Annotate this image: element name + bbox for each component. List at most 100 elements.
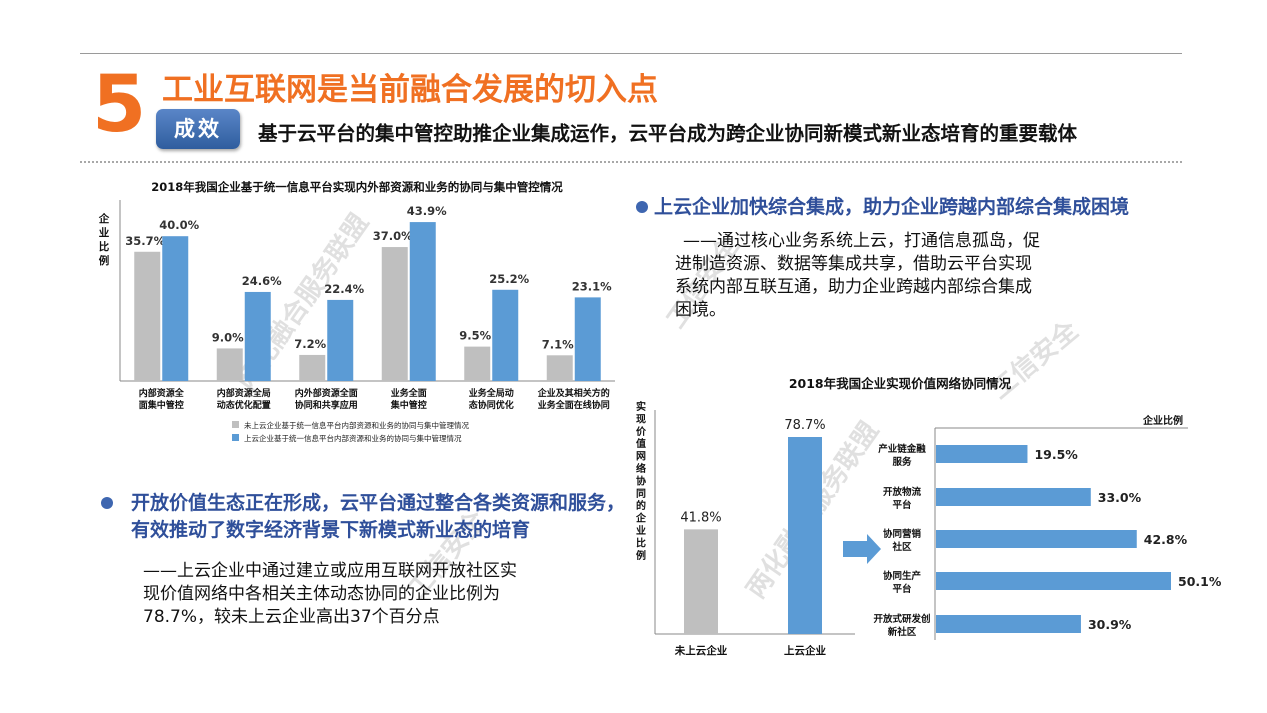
chart-1-data-label: 7.2% — [294, 337, 326, 351]
chart-1-data-label: 23.1% — [572, 279, 612, 293]
chart-2-bar — [788, 437, 822, 634]
point-1-line: 进制造资源、数据等集成共享，借助云平台实现 — [675, 254, 1032, 274]
chart-1-ylabel-char: 业 — [99, 226, 110, 239]
chart-1-tick-label: 业务全面 — [391, 387, 427, 399]
chart-2-ylabel-char: 值 — [636, 437, 646, 450]
chart-1-legend-swatch — [232, 421, 239, 428]
chart-1-bar-offcloud — [381, 247, 408, 381]
point-1-line: 困境。 — [675, 300, 726, 320]
chart-1-tick-label: 面集中管控 — [139, 399, 184, 411]
chart-arrow-icon — [843, 534, 881, 564]
chart-1-tick-label: 态协同优化 — [469, 399, 514, 411]
chart-3-bar — [936, 488, 1091, 506]
chart-1-data-label: 22.4% — [324, 282, 364, 296]
chart-1-tick-label: 业务全面在线协同 — [538, 399, 610, 411]
chart-2-ylabel-char: 现 — [636, 413, 646, 425]
chart-2-ylabel-char: 例 — [636, 549, 646, 562]
chart-1-bar-offcloud — [216, 348, 243, 381]
chart-1-bar-oncloud — [492, 289, 519, 381]
chart-2-tick-label: 上云企业 — [784, 644, 826, 657]
chart-3-tick-label: 协同生产 — [883, 570, 922, 582]
chart-2-ylabel-char: 网 — [636, 451, 646, 463]
chart-1-bar-offcloud — [134, 251, 161, 381]
point-2-heading-line: 开放价值生态正在形成，云平台通过整合各类资源和服务， — [131, 492, 626, 514]
chart-1-tick-label: 内外部资源全面 — [295, 387, 358, 399]
chart-1: 2018年我国企业基于统一信息平台实现内外部资源和业务的协同与集中管控情况企业比… — [98, 180, 615, 443]
point-1-heading: 上云企业加快综合集成，助力企业跨越内部综合集成困境 — [654, 196, 1130, 218]
chart-3-bar — [936, 445, 1028, 463]
chart-3-tick-label: 协同营销 — [883, 528, 922, 540]
chart-3-data-label: 19.5% — [1034, 447, 1078, 462]
chart-1-data-label: 7.1% — [542, 337, 574, 351]
chart-1-tick-label: 业务全局动 — [469, 387, 514, 399]
chart-1-tick-label: 企业及其相关方的 — [537, 387, 610, 399]
chart-1-tick-label: 内部资源全 — [139, 387, 185, 399]
top-rule — [80, 53, 1182, 54]
chart-1-tick-label: 动态优化配置 — [217, 399, 271, 411]
chart-1-data-label: 9.5% — [459, 329, 491, 343]
result-badge: 成效 — [156, 109, 240, 149]
point-2-heading-line: 有效推动了数字经济背景下新模式新业态的培育 — [131, 519, 531, 541]
chart-1-title: 2018年我国企业基于统一信息平台实现内外部资源和业务的协同与集中管控情况 — [151, 180, 563, 194]
section-number: 5 — [92, 60, 147, 150]
point-2-body: ——上云企业中通过建立或应用互联网开放社区实 现价值网络中各相关主体动态协同的企… — [143, 560, 517, 629]
chart-1-legend-label: 上云企业基于统一信息平台内部资源和业务的协同与集中管理情况 — [244, 433, 462, 443]
chart-2-tick-label: 未上云企业 — [674, 644, 728, 657]
chart-1-ylabel-char: 企 — [98, 212, 110, 225]
chart-3-data-label: 42.8% — [1144, 532, 1188, 547]
point-2-line: 现价值网络中各相关主体动态协同的企业比例为 — [143, 584, 500, 604]
chart-1-tick-label: 内部资源全局 — [217, 387, 271, 399]
chart-1-ylabel-char: 例 — [99, 254, 110, 267]
chart-2-ylabel-char: 协 — [636, 474, 646, 487]
chart-1-data-label: 24.6% — [242, 274, 282, 288]
chart-3-data-label: 33.0% — [1098, 490, 1142, 505]
chart-2-title: 2018年我国企业实现价值网络协同情况 — [789, 376, 1012, 391]
chart-1-legend-label: 未上云企业基于统一信息平台内部资源和业务的协同与集中管理情况 — [244, 420, 469, 430]
chart-1-data-label: 9.0% — [212, 330, 244, 344]
chart-2-ylabel-char: 的 — [636, 499, 646, 512]
chart-3-tick-label: 平台 — [892, 499, 912, 511]
chart-3-tick-label: 平台 — [892, 583, 912, 595]
chart-1-data-label: 40.0% — [159, 218, 199, 232]
chart-2-ylabel-char: 比 — [636, 536, 646, 549]
chart-3-xlabel: 企业比例 — [1142, 414, 1183, 427]
watermark-text: 工信安全 — [985, 314, 1085, 405]
chart-1-tick-label: 集中管控 — [390, 399, 427, 411]
chart-3-tick-label: 开放式研发创 — [873, 613, 930, 625]
chart-2-ylabel-char: 业 — [636, 524, 646, 537]
chart-2-ylabel-char: 企 — [635, 512, 647, 525]
chart-2-ylabel-char: 实 — [636, 400, 646, 413]
chart-1-bar-offcloud — [464, 346, 491, 381]
page-subtitle: 基于云平台的集中管控助推企业集成运作，云平台成为跨企业协同新模式新业态培育的重要… — [258, 122, 1078, 145]
page-title: 工业互联网是当前融合发展的切入点 — [162, 72, 658, 108]
point-2-line: ——上云企业中通过建立或应用互联网开放社区实 — [143, 561, 517, 581]
chart-1-tick-label: 协同和共享应用 — [295, 399, 358, 411]
chart-3-tick-label: 产业链金融 — [878, 443, 926, 455]
chart-3-bar — [936, 615, 1081, 633]
chart-3-tick-label: 服务 — [892, 456, 912, 468]
point-2-line: 78.7%，较未上云企业高出37个百分点 — [143, 607, 440, 627]
chart-1-data-label: 43.9% — [407, 204, 447, 218]
chart-2-ylabel-char: 价 — [636, 426, 647, 438]
chart-3-bar — [936, 572, 1171, 590]
chart-3-data-label: 50.1% — [1178, 574, 1222, 589]
chart-2-data-label: 41.8% — [680, 510, 721, 525]
chart-1-bar-oncloud — [409, 222, 436, 381]
chart-2-data-label: 78.7% — [784, 418, 825, 433]
point-1-line: ——通过核心业务系统上云，打通信息孤岛，促 — [683, 231, 1040, 251]
chart-1-bar-offcloud — [546, 355, 573, 381]
chart-1-data-label: 37.0% — [373, 229, 413, 243]
chart-1-legend-swatch — [232, 434, 239, 441]
bullet-dot — [636, 201, 648, 213]
point-1-body: ——通过核心业务系统上云，打通信息孤岛，促 进制造资源、数据等集成共享，借助云平… — [675, 230, 1040, 322]
chart-1-data-label: 35.7% — [125, 234, 165, 248]
chart-3-tick-label: 开放物流 — [883, 486, 922, 498]
chart-1-ylabel-char: 比 — [99, 240, 110, 253]
chart-3-tick-label: 新社区 — [888, 626, 917, 638]
chart-1-bar-oncloud — [244, 291, 271, 381]
chart-3-tick-label: 社区 — [891, 541, 912, 553]
chart-1-data-label: 25.2% — [489, 272, 529, 286]
